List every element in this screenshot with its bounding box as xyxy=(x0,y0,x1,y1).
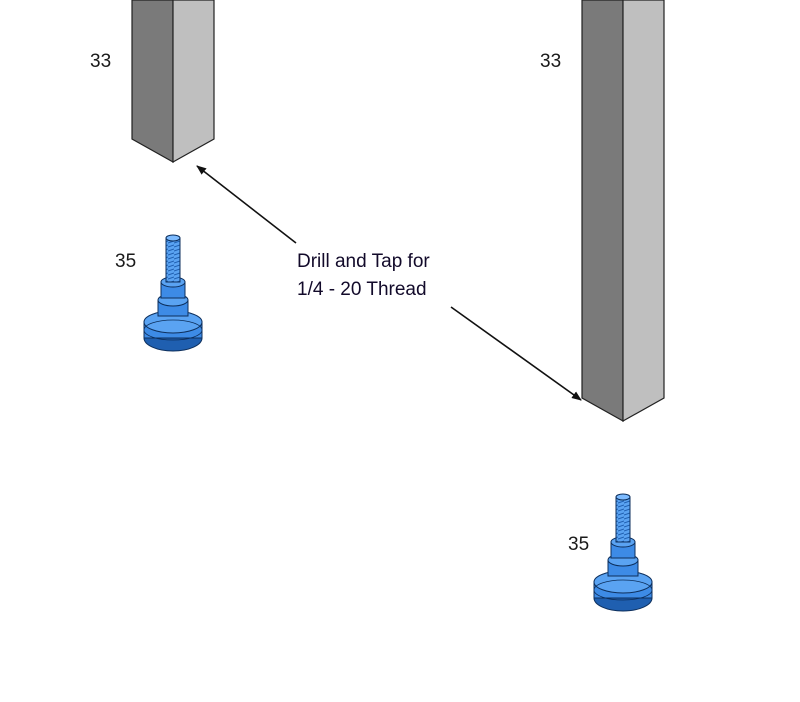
leveling-foot-left xyxy=(143,234,203,352)
leader-arrow-right xyxy=(450,306,582,401)
note-line-2: 1/4 - 20 Thread xyxy=(297,279,427,300)
callout-leg-left: 33 xyxy=(90,51,112,72)
note-line-1: Drill and Tap for xyxy=(297,251,430,272)
leg-right xyxy=(581,0,665,423)
leveling-foot-right xyxy=(593,493,653,612)
callout-leg-right: 33 xyxy=(540,51,562,72)
drill-tap-note: Drill and Tap for 1/4 - 20 Thread xyxy=(297,248,430,304)
callout-foot-right: 35 xyxy=(568,534,590,555)
leg-left xyxy=(131,0,215,164)
callout-foot-left: 35 xyxy=(115,251,137,272)
leader-arrow-left xyxy=(196,165,297,244)
